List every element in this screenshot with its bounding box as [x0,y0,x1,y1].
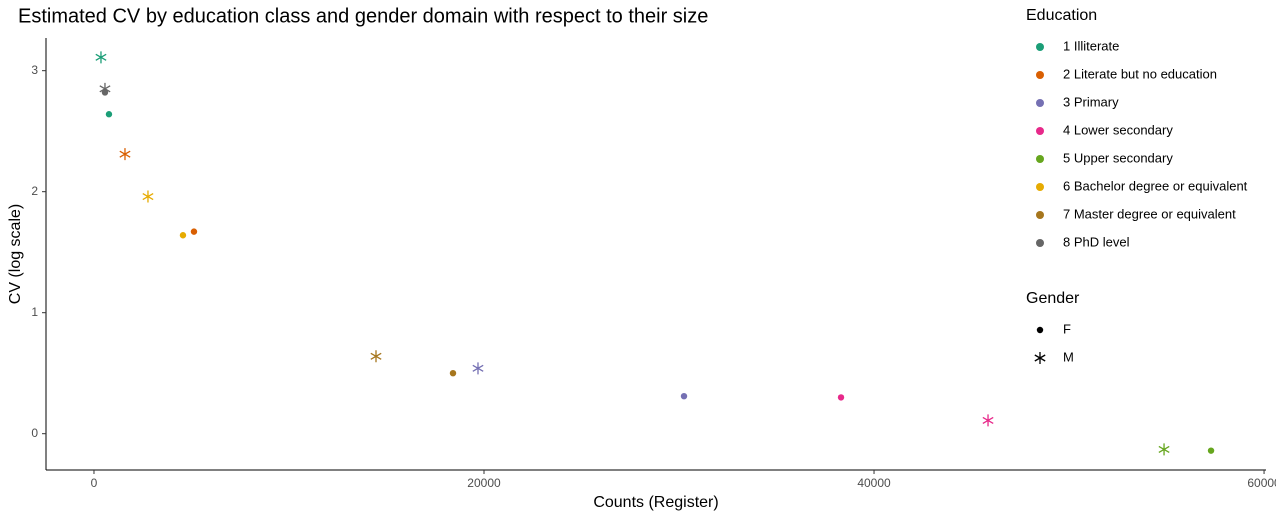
point [370,350,382,363]
legend-swatch [1036,127,1044,135]
legend-label: 8 PhD level [1063,234,1130,249]
legend-title: Gender [1026,290,1080,307]
legend-swatch [1036,71,1044,79]
y-tick-label: 0 [31,426,38,440]
y-tick-label: 2 [31,184,38,198]
legend-swatch [1036,43,1044,51]
y-tick-label: 3 [31,63,38,77]
legend-swatch [1034,352,1046,364]
legend-swatch [1036,211,1044,219]
legend-swatch [1036,239,1044,247]
point [1158,443,1170,456]
point [105,111,113,118]
legend-swatch [1036,183,1044,191]
point [190,228,198,235]
legend-label: 4 Lower secondary [1063,122,1173,137]
legend-label: 5 Upper secondary [1063,150,1173,165]
legend-label: 6 Bachelor degree or equivalent [1063,178,1248,193]
point [95,51,107,64]
legend-title: Education [1026,7,1097,24]
point [982,414,994,427]
legend-label: 1 Illiterate [1063,38,1119,53]
legend-label: 7 Master degree or equivalent [1063,206,1236,221]
point [1207,447,1215,454]
y-tick-label: 1 [31,305,38,319]
point [680,392,688,400]
point [142,190,154,203]
x-tick-label: 20000 [467,476,501,490]
x-tick-label: 0 [91,476,98,490]
legend-label: 3 Primary [1063,94,1119,109]
x-axis-label: Counts (Register) [593,494,718,511]
legend-label: M [1063,349,1074,364]
point [837,394,845,401]
legend-swatch [1036,155,1044,163]
x-tick-label: 60000 [1247,476,1276,490]
point [449,369,457,377]
chart-title: Estimated CV by education class and gend… [18,5,708,27]
point [472,362,484,375]
legend-swatch [1036,99,1044,107]
point [101,89,109,96]
point [179,232,187,239]
point [119,148,131,161]
y-axis-label: CV (log scale) [7,204,24,304]
legend-label: F [1063,321,1071,336]
x-tick-label: 40000 [857,476,891,490]
legend-label: 2 Literate but no education [1063,66,1217,81]
legend-swatch [1036,326,1044,334]
